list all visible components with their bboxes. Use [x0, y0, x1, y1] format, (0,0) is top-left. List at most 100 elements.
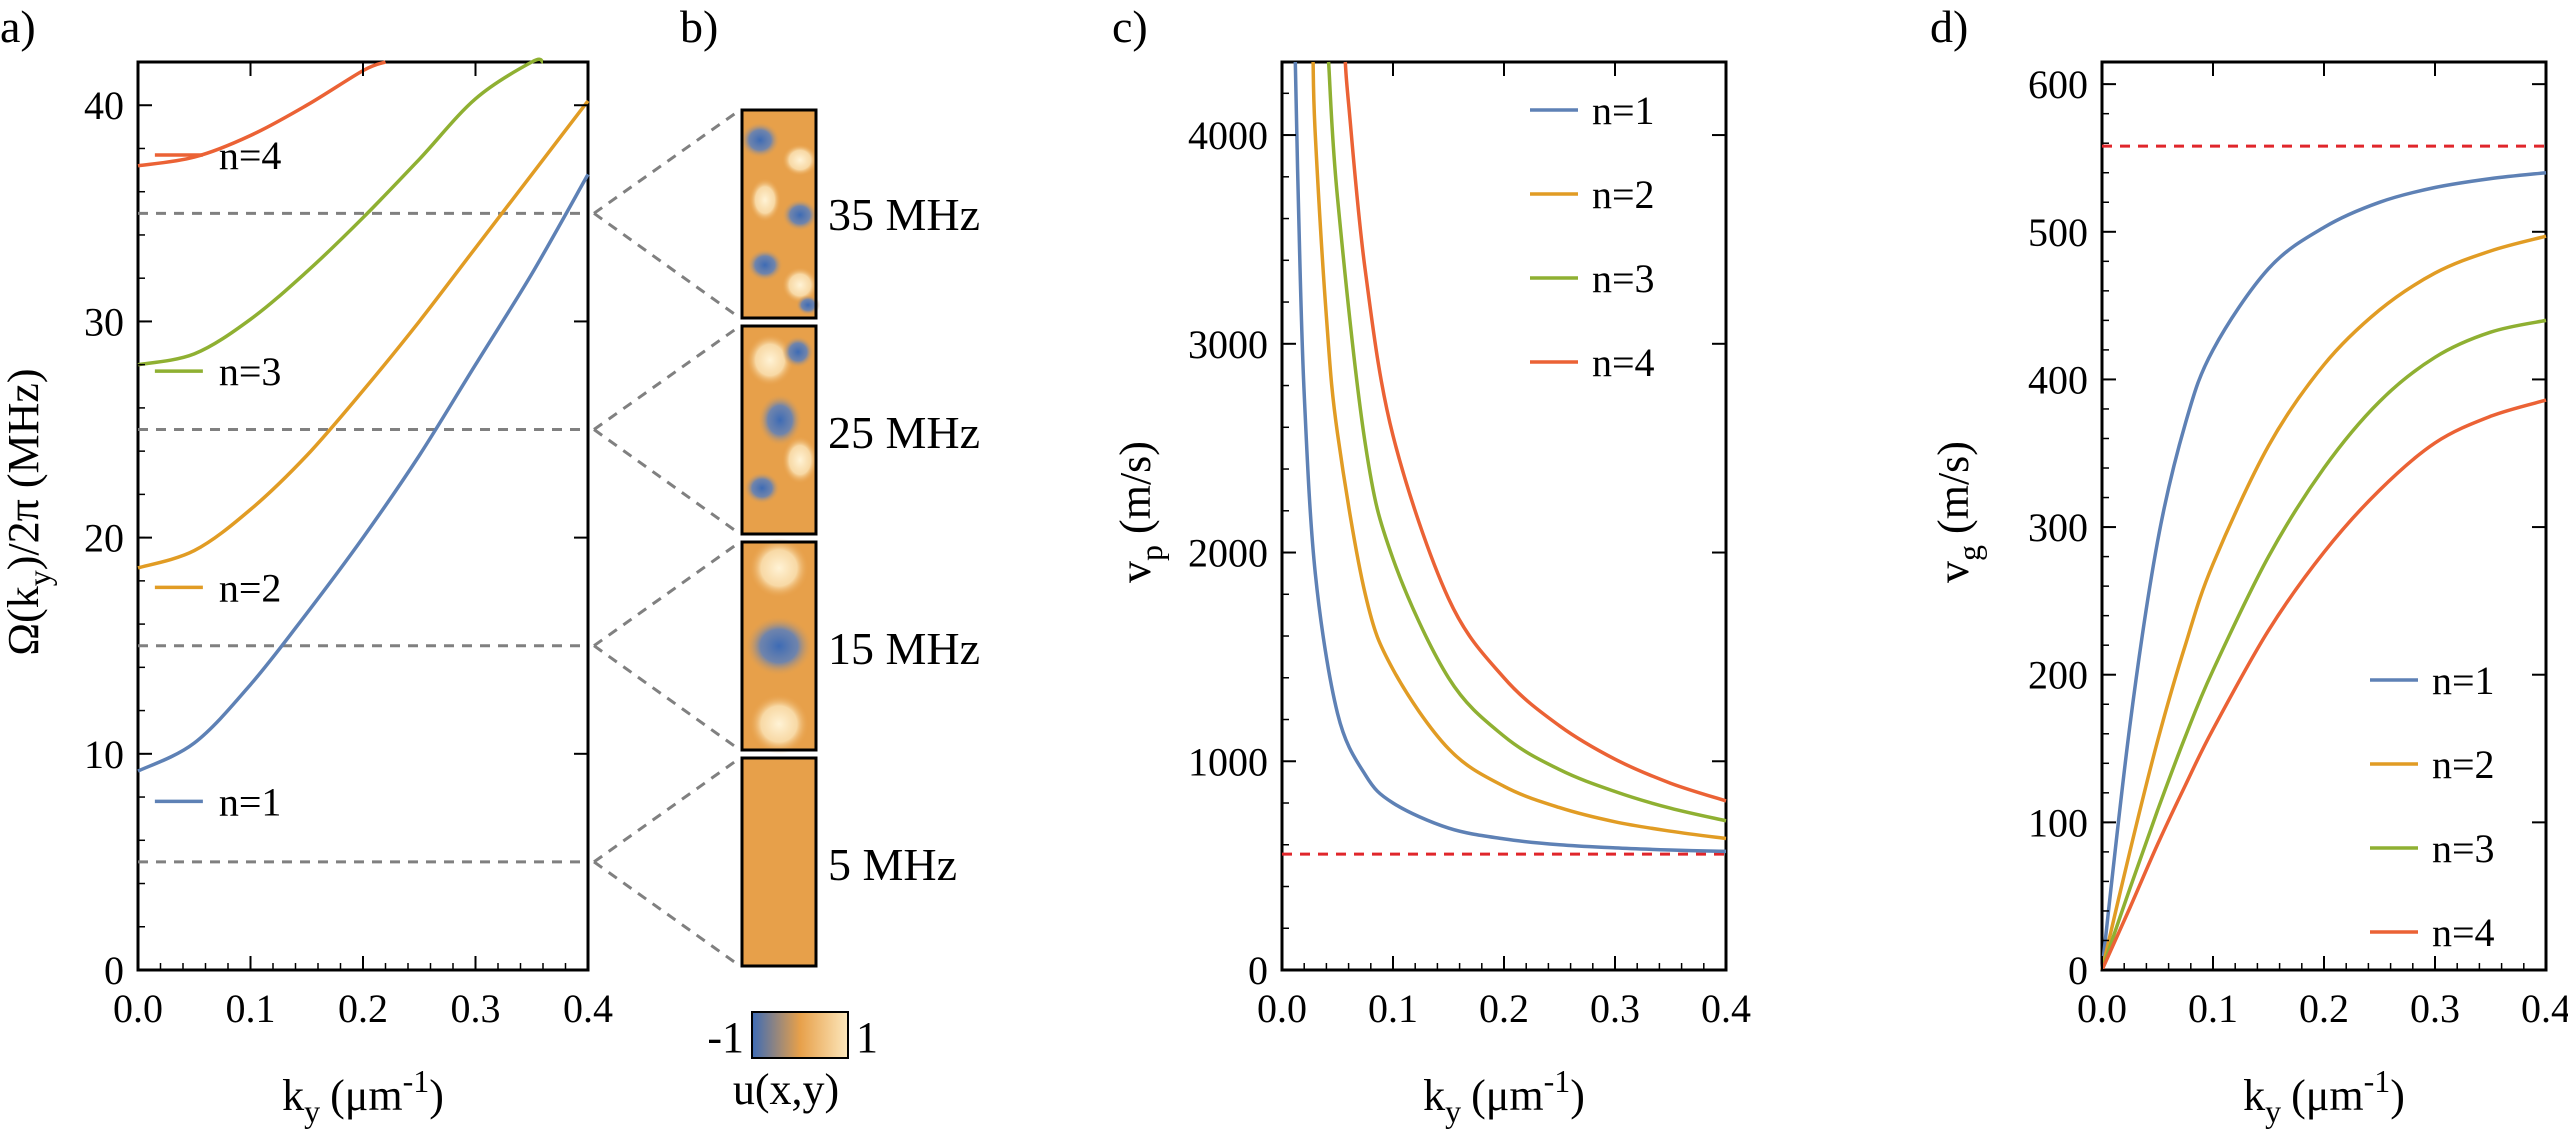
panel-c-legend-label: n=1: [1592, 88, 1655, 133]
colorbar-max-label: 1: [856, 1013, 878, 1062]
mode-label-25mhz: 25 MHz: [828, 407, 980, 458]
colorbar-min-label: -1: [707, 1013, 744, 1062]
panel-d-xlabel: ky (μm-1): [2243, 1063, 2405, 1129]
panel-c-series-n=3: [1326, 61, 1727, 823]
panel-d-xtick-label: 0.0: [2077, 986, 2127, 1031]
mode-connector: [593, 428, 741, 536]
panel-d-ytick-label: 200: [2028, 653, 2088, 698]
panel-c-xlabel: ky (μm-1): [1423, 1063, 1585, 1129]
panel-b-label: b): [680, 1, 718, 52]
panel-c-ticks: 0.0 0.1 0.2 0.3 0.4 0 1000 2000 3000 4000: [1188, 62, 1751, 1031]
mode-image-35mhz: [740, 108, 820, 320]
panel-a-legend-label: n=4: [219, 133, 282, 178]
panel-a-ytick-label: 30: [84, 299, 124, 344]
mode-image-25mhz: [740, 324, 818, 536]
panel-c-ylabel: vp (m/s): [1111, 441, 1169, 583]
panel-a-ytick-label: 0: [104, 948, 124, 993]
panel-d-legend-label: n=3: [2432, 826, 2495, 871]
panel-c-xtick-label: 0.2: [1479, 986, 1529, 1031]
mode-connector: [593, 324, 741, 431]
panel-d-ytick-label: 600: [2028, 62, 2088, 107]
mode-label-15mhz: 15 MHz: [828, 623, 980, 674]
panel-d-label: d): [1930, 1, 1968, 52]
panel-c-lines: [1293, 61, 1727, 854]
mode-label-35mhz: 35 MHz: [828, 189, 980, 240]
mode-connector: [593, 108, 741, 215]
panel-d-ytick-label: 100: [2028, 800, 2088, 845]
panel-d-series-n=2: [2100, 234, 2547, 971]
panel-a-ytick-label: 10: [84, 732, 124, 777]
panel-d-ytick-label: 0: [2068, 948, 2088, 993]
panel-d-ticks: 0.0 0.1 0.2 0.3 0.4 0 100 200 300 400 500 600: [2028, 62, 2568, 1031]
panel-c-series-n=1: [1293, 61, 1727, 854]
panel-c-ytick-label: 4000: [1188, 113, 1268, 158]
mode-connector: [593, 860, 741, 968]
panel-c-ytick-label: 2000: [1188, 531, 1268, 576]
panel-b: b) 35 MHz 25 MHz: [593, 1, 980, 1114]
panel-c-series-n=4: [1343, 61, 1727, 803]
panel-d-series-n=4: [2100, 398, 2547, 971]
panel-a-series-n=4: [137, 60, 387, 168]
panel-a-ticks: 0.0 0.1 0.2 0.3 0.4 0 10 20 30 40: [84, 61, 613, 1031]
colorbar-caption: u(x,y): [733, 1065, 839, 1114]
panel-c-xtick-label: 0.4: [1701, 986, 1751, 1031]
panel-d-xtick-label: 0.1: [2188, 986, 2238, 1031]
panel-d-ytick-label: 400: [2028, 357, 2088, 402]
panel-d-legend-label: n=1: [2432, 658, 2495, 703]
panel-d-legend-label: n=4: [2432, 910, 2495, 955]
panel-c-legend-label: n=2: [1592, 172, 1655, 217]
panel-a-series-n=1: [137, 173, 590, 773]
panel-a-ytick-label: 40: [84, 83, 124, 128]
panel-d-series-n=1: [2100, 170, 2547, 971]
panel-c-ytick-label: 1000: [1188, 739, 1268, 784]
panel-c-xtick-label: 0.0: [1257, 986, 1307, 1031]
panel-d-legend: n=1 n=2 n=3 n=4: [2370, 658, 2495, 955]
mode-connector: [593, 540, 741, 647]
panel-a: a) n=1 n=2 n=3 n=4 0.0 0.1 0.2 0.3 0.4 0 10 20 30 40…: [0, 1, 613, 1129]
panel-d-xtick-label: 0.2: [2299, 986, 2349, 1031]
panel-c-xtick-label: 0.3: [1590, 986, 1640, 1031]
panel-a-legend: n=1 n=2 n=3 n=4: [154, 133, 282, 824]
panel-a-series-n=3: [137, 57, 544, 367]
panel-d-xtick-label: 0.3: [2410, 986, 2460, 1031]
panel-a-xlabel: ky (μm-1): [282, 1063, 444, 1129]
panel-a-xtick-label: 0.3: [451, 986, 501, 1031]
panel-d-xtick-label: 0.4: [2521, 986, 2568, 1031]
mode-connector: [593, 644, 741, 752]
panel-a-series-n=2: [137, 99, 590, 570]
panel-d-legend-label: n=2: [2432, 742, 2495, 787]
mode-connector: [593, 212, 741, 320]
panel-c-xtick-label: 0.1: [1368, 986, 1418, 1031]
panel-a-xtick-label: 0.2: [338, 986, 388, 1031]
panel-a-lines: [137, 57, 590, 773]
panel-a-frame: [136, 60, 590, 972]
panel-a-guides: [138, 211, 588, 864]
panel-d-ytick-label: 500: [2028, 210, 2088, 255]
panel-d-lines: [2100, 170, 2547, 971]
panel-a-xtick-label: 0.1: [226, 986, 276, 1031]
panel-c-series-n=2: [1311, 61, 1727, 841]
panel-c-ytick-label: 3000: [1188, 322, 1268, 367]
panel-a-ylabel: Ω(ky)/2π (MHz): [0, 368, 57, 655]
mode-image-5mhz: [740, 756, 818, 968]
panel-d-series-n=3: [2100, 318, 2547, 971]
mode-connector: [593, 756, 741, 864]
mode-image-15mhz: [740, 538, 818, 754]
panel-d-ytick-label: 300: [2028, 505, 2088, 550]
panel-a-label: a): [0, 1, 36, 52]
panel-d-ylabel: vg (m/s): [1929, 441, 1987, 583]
colorbar: [751, 1011, 849, 1059]
panel-b-connectors: [593, 108, 741, 968]
mode-label-5mhz: 5 MHz: [828, 839, 957, 890]
panel-a-legend-label: n=1: [219, 779, 282, 824]
panel-c-legend-label: n=4: [1592, 340, 1655, 385]
panel-c-legend-label: n=3: [1592, 256, 1655, 301]
panel-a-ytick-label: 20: [84, 516, 124, 561]
panel-d: d) 0.0 0.1 0.2 0.3 0.4 0 100 200 300 400 500 600 n=…: [1929, 1, 2568, 1129]
panel-a-xtick-label: 0.0: [113, 986, 163, 1031]
panel-a-legend-label: n=3: [219, 349, 282, 394]
panel-c-legend: n=1 n=2 n=3 n=4: [1530, 88, 1655, 385]
panel-c-label: c): [1112, 1, 1148, 52]
